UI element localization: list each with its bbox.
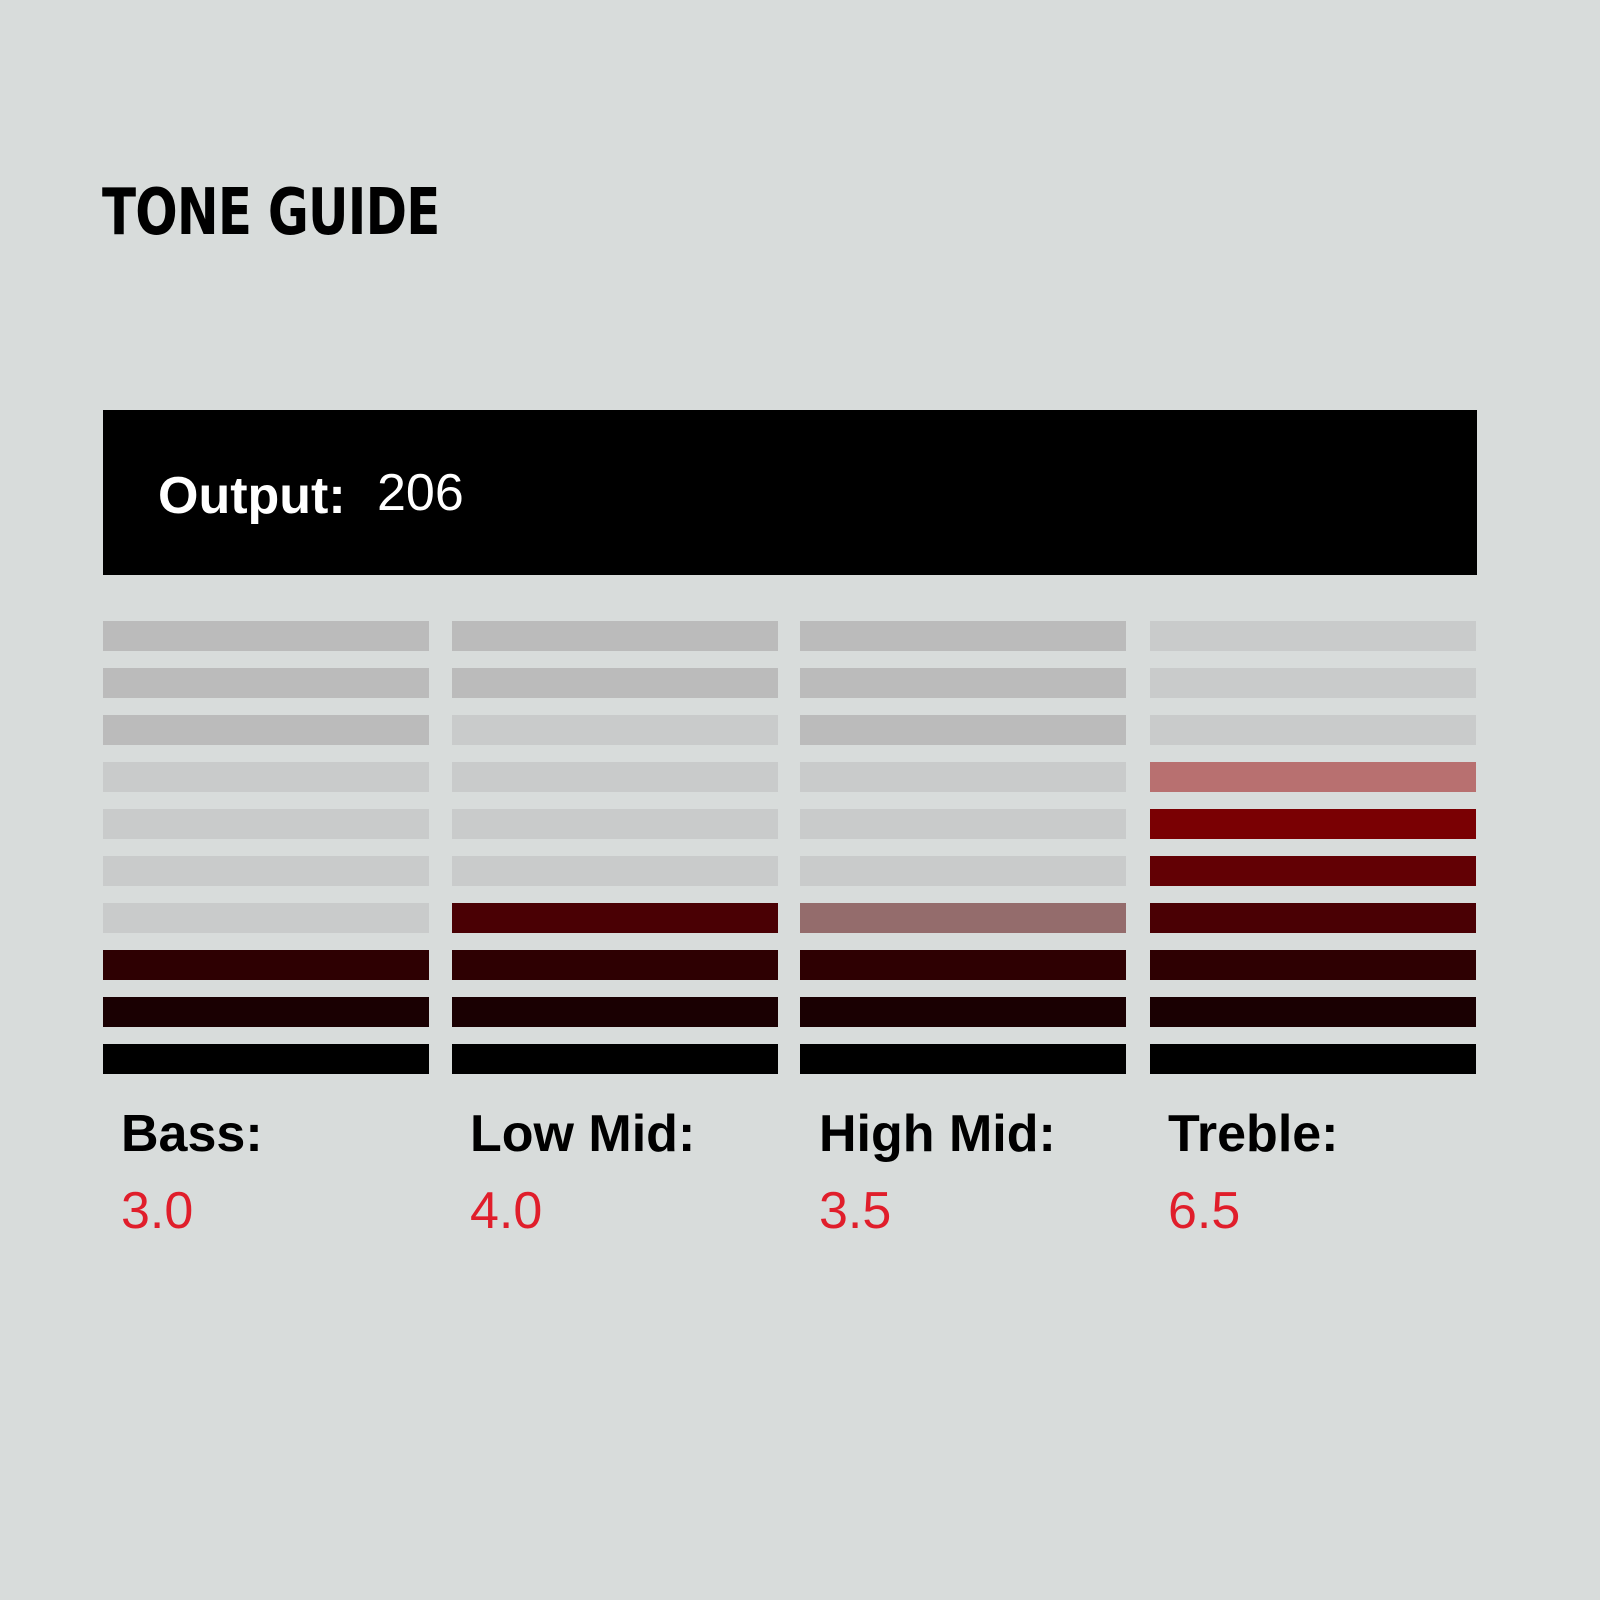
treble-label: Treble:: [1168, 1105, 1339, 1163]
meter-segment: [1150, 762, 1476, 792]
meter-segment: [452, 668, 778, 698]
low-mid-value: 4.0: [470, 1182, 543, 1240]
meter-segment: [452, 715, 778, 745]
low-mid-label: Low Mid:: [470, 1105, 696, 1163]
meter-segment: [1150, 856, 1476, 886]
meter-segment: [800, 1044, 1126, 1074]
meter-segment: [800, 903, 1126, 933]
bass-label: Bass:: [121, 1105, 263, 1163]
meter-segment: [103, 1044, 429, 1074]
output-label: Output:: [158, 467, 346, 525]
meter-segment: [800, 856, 1126, 886]
treble-value: 6.5: [1168, 1182, 1241, 1240]
output-bar: Output: 206: [103, 410, 1477, 575]
meter-segment: [1150, 621, 1476, 651]
bass-value: 3.0: [121, 1182, 194, 1240]
output-value: 206: [377, 464, 464, 522]
meter-segment: [103, 856, 429, 886]
meter-segment: [1150, 997, 1476, 1027]
meter-segment: [103, 668, 429, 698]
meter-segment: [103, 997, 429, 1027]
meter-segment: [800, 715, 1126, 745]
meter-segment: [800, 809, 1126, 839]
meter-segment: [1150, 1044, 1476, 1074]
high-mid-value: 3.5: [819, 1182, 892, 1240]
meter-segment: [800, 997, 1126, 1027]
meter-segment: [800, 621, 1126, 651]
meter-segment: [103, 903, 429, 933]
meter-segment: [1150, 715, 1476, 745]
meter-segment: [1150, 903, 1476, 933]
meter-segment: [1150, 950, 1476, 980]
meter-segment: [452, 997, 778, 1027]
meter-segment: [1150, 668, 1476, 698]
meter-segment: [452, 950, 778, 980]
meter-segment: [103, 621, 429, 651]
meter-segment: [103, 809, 429, 839]
meter-segment: [1150, 809, 1476, 839]
meter-segment: [800, 762, 1126, 792]
meter-segment: [452, 762, 778, 792]
meter-segment: [452, 809, 778, 839]
page-title: TONE GUIDE: [102, 176, 440, 250]
meter-segment: [800, 950, 1126, 980]
meter-segment: [452, 621, 778, 651]
meter-segment: [452, 1044, 778, 1074]
high-mid-label: High Mid:: [819, 1105, 1056, 1163]
meter-segment: [452, 903, 778, 933]
meter-segment: [103, 762, 429, 792]
meter-segment: [103, 715, 429, 745]
meter-segment: [452, 856, 778, 886]
meter-segment: [800, 668, 1126, 698]
meter-segment: [103, 950, 429, 980]
